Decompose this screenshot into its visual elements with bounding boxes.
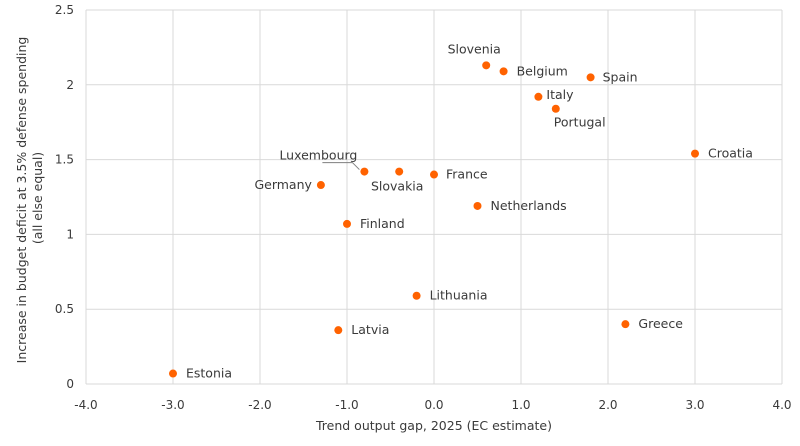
leader-layer: [322, 162, 360, 170]
point-label: Lithuania: [430, 288, 488, 303]
x-tick-label: 1.0: [511, 398, 530, 412]
label-layer: Estonia Latvia Lithuania Greece Finland Nethe…: [186, 41, 753, 380]
data-point: [621, 320, 630, 329]
point-layer: [169, 61, 699, 378]
x-tick-label: -2.0: [248, 398, 271, 412]
point-label: Latvia: [351, 322, 389, 337]
grid-layer: [85, 9, 783, 385]
data-point: [586, 73, 595, 82]
x-tick-label: 4.0: [772, 398, 791, 412]
y-tick-label: 2.5: [55, 3, 74, 17]
data-point: [395, 167, 404, 176]
data-point: [534, 92, 543, 101]
y-tick-label: 0: [66, 377, 74, 391]
x-tick-label: 3.0: [685, 398, 704, 412]
data-point: [551, 104, 560, 113]
y-tick-label: 1: [66, 227, 74, 241]
x-tick-label: 0.0: [424, 398, 443, 412]
data-point: [334, 326, 343, 335]
x-tick-label: -3.0: [161, 398, 184, 412]
data-point: [360, 167, 369, 176]
tick-layer: -4.0 -3.0 -2.0 -1.0 0.0 1.0 2.0 3.0 4.0 0 0.5 1 1.5 2…: [55, 3, 792, 412]
point-label: Luxembourg: [279, 148, 357, 163]
point-label: Portugal: [554, 115, 606, 130]
data-point: [316, 181, 325, 190]
y-tick-label: 0.5: [55, 302, 74, 316]
label-leader-line: [322, 162, 360, 170]
x-tick-label: 2.0: [598, 398, 617, 412]
x-tick-label: -1.0: [335, 398, 358, 412]
data-point: [343, 219, 351, 228]
point-label: Italy: [546, 87, 574, 102]
point-label: Finland: [360, 216, 405, 231]
point-label: France: [446, 167, 488, 182]
point-label: Slovenia: [448, 41, 501, 56]
point-label: Greece: [638, 316, 683, 331]
data-point: [430, 170, 438, 179]
x-axis-title: Trend output gap, 2025 (EC estimate): [315, 418, 552, 433]
point-label: Estonia: [186, 366, 232, 381]
x-tick-label: -4.0: [74, 398, 97, 412]
data-point: [691, 149, 699, 158]
point-label: Belgium: [517, 63, 568, 78]
y-axis-title-line-1: Increase in budget deficit at 3.5% defen…: [14, 37, 29, 364]
data-point: [473, 201, 482, 210]
point-label: Croatia: [708, 146, 753, 161]
data-point: [412, 291, 421, 300]
y-axis-title: Increase in budget deficit at 3.5% defen…: [14, 33, 45, 364]
point-label: Spain: [603, 69, 638, 84]
point-label: Slovakia: [371, 179, 423, 194]
data-point: [169, 369, 177, 378]
y-tick-label: 2: [66, 78, 74, 92]
data-point: [499, 67, 508, 76]
point-label: Netherlands: [491, 198, 567, 213]
data-point: [482, 61, 491, 70]
point-label: Germany: [254, 177, 312, 192]
y-axis-title-line-2: (all else equal): [30, 152, 45, 244]
y-tick-label: 1.5: [55, 153, 74, 167]
